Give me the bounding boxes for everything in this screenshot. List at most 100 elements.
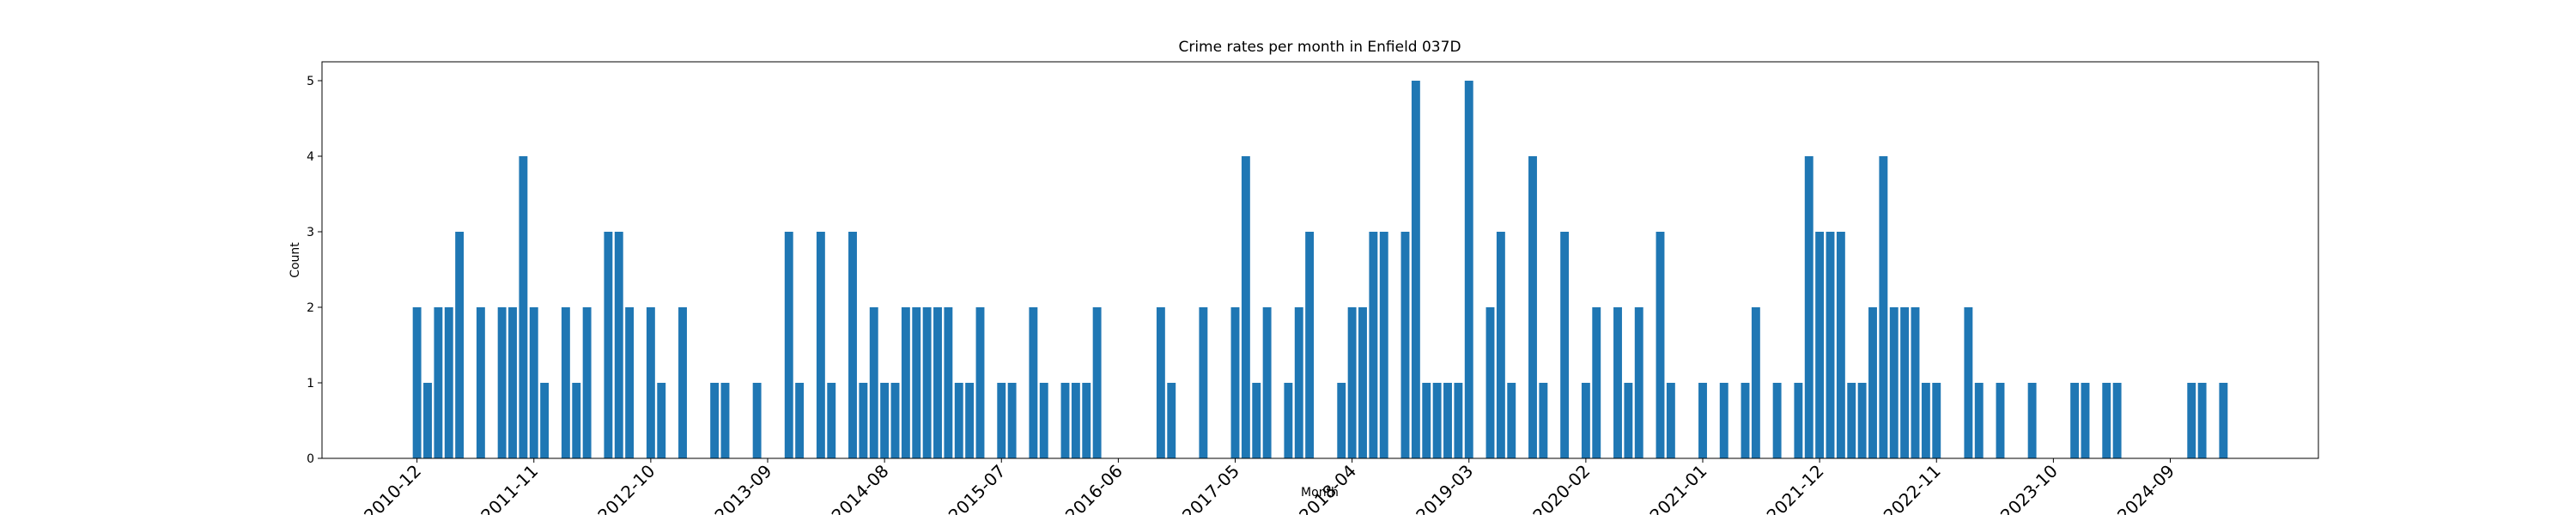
y-tick-label: 2 <box>307 301 314 315</box>
bar <box>412 307 422 458</box>
bar <box>657 383 666 458</box>
bar <box>572 383 581 458</box>
bar <box>614 232 623 458</box>
bar <box>1411 81 1420 458</box>
x-tick-label: 2019-03 <box>1412 461 1477 515</box>
bar <box>1507 383 1516 458</box>
bar <box>1666 383 1675 458</box>
bar <box>1528 156 1537 458</box>
bar <box>1889 307 1899 458</box>
bar <box>1060 383 1070 458</box>
bar <box>1879 156 1888 458</box>
bar <box>890 383 900 458</box>
bar <box>1539 383 1548 458</box>
bar <box>1464 81 1473 458</box>
bar <box>1794 383 1803 458</box>
bar <box>1857 383 1867 458</box>
bar <box>2219 383 2228 458</box>
x-tick-label: 2021-12 <box>1763 461 1828 515</box>
bar <box>975 307 985 458</box>
x-tick-label: 2022-11 <box>1880 461 1945 515</box>
x-tick-label: 2014-08 <box>828 461 893 515</box>
bar <box>1911 307 1920 458</box>
bar <box>1167 383 1176 458</box>
bar <box>795 383 805 458</box>
bar <box>519 156 528 458</box>
x-tick-label: 2020-02 <box>1528 461 1594 515</box>
bar <box>1241 156 1250 458</box>
bar <box>1432 383 1442 458</box>
bar <box>2070 383 2080 458</box>
bar <box>1199 307 1208 458</box>
bar <box>1305 232 1315 458</box>
bar <box>2102 383 2111 458</box>
bar <box>1294 307 1303 458</box>
bar <box>678 307 687 458</box>
bar <box>476 307 485 458</box>
bar <box>1156 307 1165 458</box>
bar <box>1751 307 1760 458</box>
bar <box>912 307 921 458</box>
bar <box>1262 307 1272 458</box>
bar <box>497 307 507 458</box>
bar <box>625 307 635 458</box>
bar <box>604 232 613 458</box>
bar <box>1379 232 1388 458</box>
bar <box>1071 383 1080 458</box>
bar <box>1485 307 1495 458</box>
bar <box>1932 383 1941 458</box>
bar <box>1719 383 1728 458</box>
bar <box>944 307 953 458</box>
bar <box>1560 232 1570 458</box>
bar <box>859 383 868 458</box>
bar <box>1092 307 1102 458</box>
bar <box>582 307 592 458</box>
bar <box>444 307 453 458</box>
bar <box>1964 307 1973 458</box>
plot-frame <box>321 61 2319 459</box>
bar <box>1007 383 1017 458</box>
bar <box>529 307 538 458</box>
y-tick-label: 4 <box>307 150 314 164</box>
bar <box>1337 383 1346 458</box>
bar <box>434 307 443 458</box>
bar <box>646 307 655 458</box>
bar <box>827 383 836 458</box>
x-tick-label: 2013-09 <box>710 461 775 515</box>
bar <box>1804 156 1814 458</box>
y-tick-label: 3 <box>307 226 314 239</box>
bar <box>1826 232 1835 458</box>
bar <box>1741 383 1750 458</box>
chart-title: Crime rates per month in Enfield 037D <box>1178 39 1461 56</box>
bar <box>933 307 942 458</box>
bar <box>710 383 720 458</box>
bar <box>2081 383 2090 458</box>
bar <box>1454 383 1463 458</box>
bar <box>784 232 793 458</box>
bar <box>1581 383 1590 458</box>
bar <box>423 383 432 458</box>
bar <box>1496 232 1505 458</box>
bar <box>1039 383 1048 458</box>
bar <box>540 383 550 458</box>
bar <box>816 232 825 458</box>
bar <box>1996 383 2005 458</box>
bar <box>1347 307 1357 458</box>
y-tick-label: 5 <box>307 75 314 88</box>
bar <box>1974 383 1984 458</box>
bar <box>1422 383 1431 458</box>
bar <box>1369 232 1378 458</box>
x-tick-label: 2011-11 <box>477 461 542 515</box>
bar <box>1815 232 1825 458</box>
bar <box>880 383 890 458</box>
bar <box>1836 232 1845 458</box>
bar <box>1868 307 1877 458</box>
bar <box>561 307 570 458</box>
bar <box>1772 383 1782 458</box>
bar <box>1592 307 1601 458</box>
bar <box>455 232 465 458</box>
x-axis-label: Month <box>1301 486 1339 500</box>
bar <box>1698 383 1707 458</box>
x-tick-label: 2023-10 <box>1996 461 2062 515</box>
bar <box>901 307 910 458</box>
